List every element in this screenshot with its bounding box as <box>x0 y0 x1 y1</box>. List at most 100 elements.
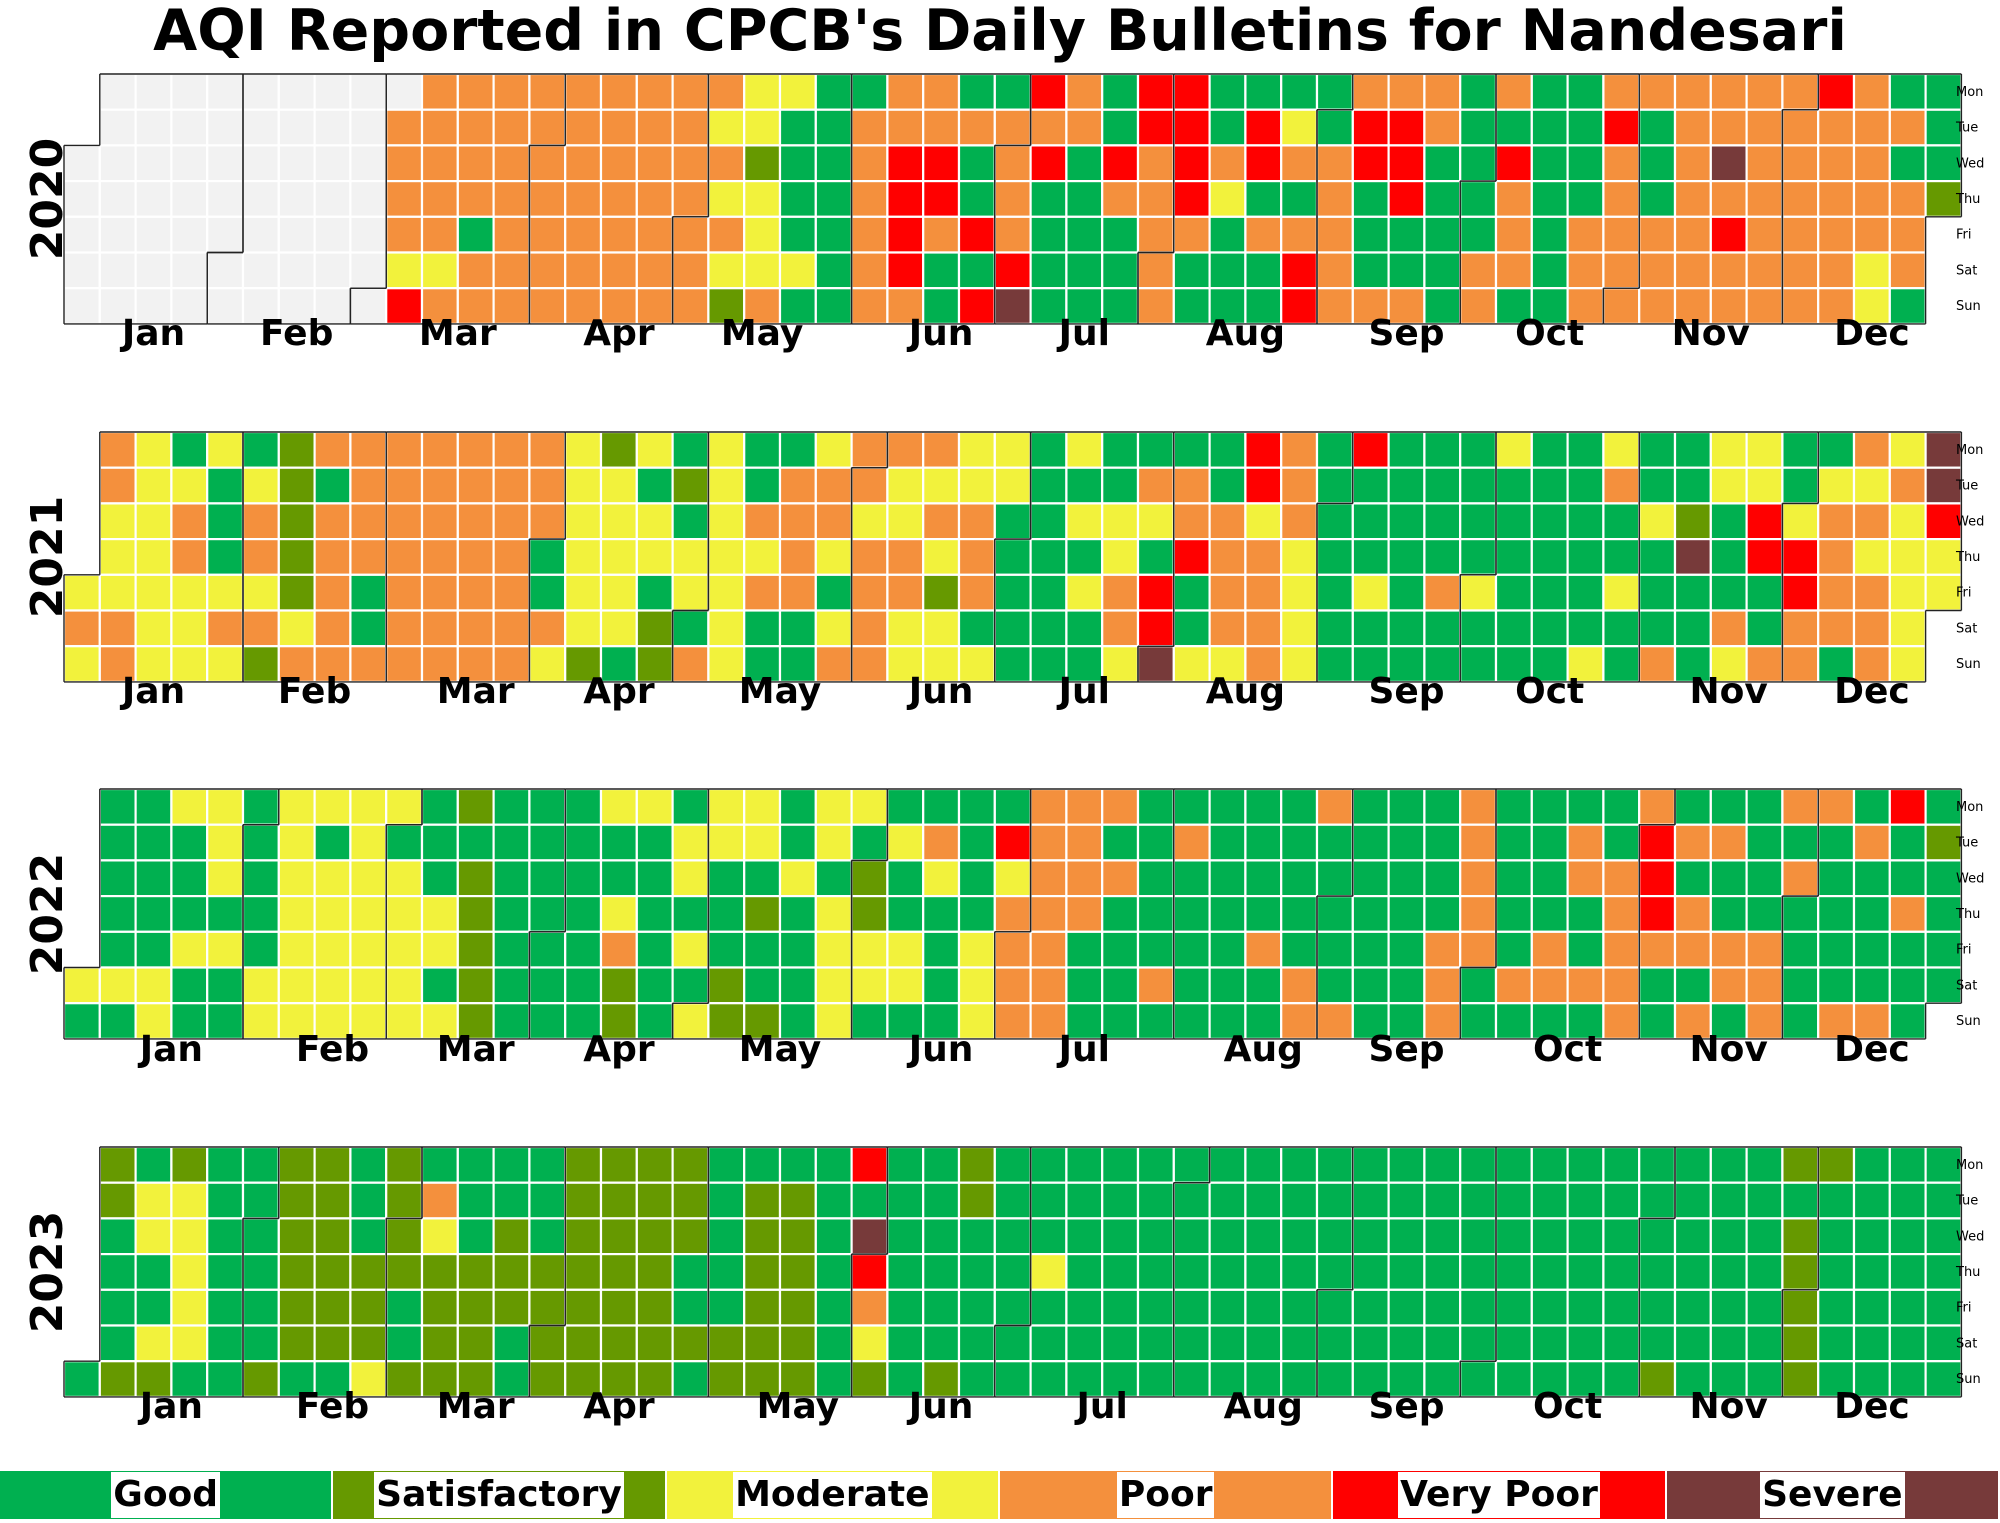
day-cell: 2022 Dec 17: Good <box>1852 966 1891 1005</box>
day-cell: 2022 Mar 10: Moderate <box>420 894 459 933</box>
day-cell: 2022 May 10: Moderate <box>743 823 782 862</box>
day-cell: 2020 Dec 4: Poor <box>1781 215 1820 254</box>
day-cell: 2020 Jan 5: No data <box>62 287 101 326</box>
day-cell: 2020 Feb 3: No data <box>241 72 280 111</box>
day-cell: 2021 Apr 22: Moderate <box>635 537 674 576</box>
day-cell: 2023 Dec 13: Good <box>1852 1217 1891 1256</box>
day-cell: 2022 Jul 30: Poor <box>1136 966 1175 1005</box>
day-cell: 2023 Jun 1: Very Poor <box>850 1252 889 1291</box>
day-cell: 2020 Oct 1: Good <box>1459 180 1498 218</box>
day-cell: 2022 Sep 24: Poor <box>1423 966 1462 1005</box>
day-cell: 2021 May 14: Poor <box>743 573 782 612</box>
day-cell: 2022 Apr 25: Good <box>671 787 710 826</box>
month-label: Jul <box>1056 1029 1110 1070</box>
day-cell: 2021 Nov 1: Good <box>1638 430 1677 469</box>
day-cell: 2021 Mar 17: Poor <box>456 502 495 541</box>
day-cell: 2023 Jul 20: Good <box>1101 1252 1140 1291</box>
day-cell: 2023 Oct 29: Good <box>1602 1360 1641 1398</box>
day-cell: 2022 Jan 2: Good <box>62 1002 101 1041</box>
day-cell: 2023 Jun 24: Good <box>957 1324 996 1363</box>
day-cell: 2022 Nov 30: Poor <box>1781 859 1820 898</box>
day-cell: 2021 Jul 10: Good <box>1029 609 1068 648</box>
day-cell: 2023 Dec 21: Good <box>1888 1252 1927 1291</box>
day-cell: 2022 Aug 8: Good <box>1208 787 1247 826</box>
day-cell: 2022 Sep 7: Good <box>1351 859 1390 898</box>
day-cell: 2021 Dec 11: Poor <box>1817 609 1856 648</box>
day-cell: 2021 Feb 28: Poor <box>349 645 388 684</box>
day-cell: 2022 Jan 29: Good <box>206 966 245 1005</box>
day-cell: 2020 Mar 25: Poor <box>492 144 531 183</box>
day-cell: 2023 Dec 17: Good <box>1852 1360 1891 1398</box>
day-cell: 2023 Sep 17: Good <box>1387 1360 1426 1398</box>
day-cell: 2021 Feb 10: Satisfactory <box>277 502 316 541</box>
day-cell: 2021 Oct 2: Good <box>1459 609 1498 648</box>
day-cell: 2022 Apr 24: Good <box>635 1002 674 1041</box>
day-cell: 2020 Apr 26: Poor <box>635 287 674 326</box>
day-cell: 2021 Jan 9: Poor <box>98 609 137 648</box>
day-cell: 2022 Aug 13: Good <box>1208 966 1247 1005</box>
day-cell: 2022 Oct 20: Good <box>1566 894 1605 933</box>
day-cell: 2020 Jan 22: No data <box>170 144 209 183</box>
day-cell: 2022 Oct 4: Good <box>1494 823 1533 862</box>
day-cell: 2022 Apr 1: Good <box>528 930 567 969</box>
day-cell: 2023 Mar 1: Satisfactory <box>385 1217 424 1256</box>
day-cell: 2021 Oct 28: Good <box>1602 537 1641 576</box>
day-cell: 2023 May 1: Good <box>707 1145 746 1184</box>
day-cell: 2020 Nov 23: Poor <box>1745 72 1784 111</box>
day-cell: 2020 May 1: Poor <box>671 215 710 254</box>
day-cell: 2023 Feb 6: Satisfactory <box>277 1145 316 1184</box>
day-cell: 2023 May 23: Good <box>814 1181 853 1220</box>
day-cell: 2021 Jul 2: Good <box>993 573 1032 612</box>
day-cell: 2020 May 8: Poor <box>707 215 746 254</box>
day-cell: 2021 Mar 20: Poor <box>456 609 495 648</box>
day-cell: 2023 May 31: Severe <box>850 1217 889 1256</box>
day-cell: 2021 Feb 19: Poor <box>313 573 352 612</box>
day-cell: 2023 Jun 9: Good <box>886 1288 925 1327</box>
day-cell: 2022 Mar 31: Good <box>528 894 567 933</box>
day-cell: 2021 Nov 30: Good <box>1781 466 1820 505</box>
day-cell: 2021 Dec 22: Moderate <box>1888 502 1927 541</box>
day-cell: 2020 May 15: Moderate <box>743 215 782 254</box>
day-cell: 2020 Mar 17: Poor <box>456 108 495 147</box>
day-cell: 2021 Jun 18: Satisfactory <box>922 573 961 612</box>
day-cell: 2020 Jun 23: Poor <box>957 108 996 147</box>
day-cell: 2023 Sep 10: Good <box>1351 1360 1390 1398</box>
day-cell: 2023 Mar 20: Good <box>492 1145 531 1184</box>
day-cell: 2020 Aug 8: Good <box>1172 251 1211 290</box>
day-cell: 2022 Jan 31: Good <box>241 787 280 826</box>
day-cell: 2023 Feb 14: Satisfactory <box>313 1181 352 1220</box>
day-cell: 2020 Mar 7: Moderate <box>385 251 424 290</box>
day-cell: 2020 May 6: Poor <box>707 144 746 183</box>
day-cell: 2023 May 19: Satisfactory <box>778 1288 817 1327</box>
day-cell: 2021 Sep 8: Good <box>1351 502 1390 541</box>
day-cell: 2020 Jul 30: Poor <box>1136 180 1175 218</box>
day-cell: 2022 Feb 9: Moderate <box>277 859 316 898</box>
day-cell: 2022 Dec 20: Good <box>1888 823 1927 862</box>
day-cell: 2023 Aug 15: Good <box>1244 1181 1283 1220</box>
day-cell: 2022 Feb 28: Moderate <box>385 787 424 826</box>
month-label: Apr <box>583 313 655 354</box>
day-cell: 2021 Oct 19: Good <box>1566 466 1605 505</box>
day-cell: 2023 Nov 22: Good <box>1745 1217 1784 1256</box>
day-cell: 2022 May 4: Good <box>707 859 746 898</box>
day-cell: 2022 Jul 11: Poor <box>1065 787 1104 826</box>
day-cell: 2022 Apr 3: Good <box>528 1002 567 1041</box>
day-cell: 2021 Jun 5: Poor <box>850 609 889 648</box>
day-cell: 2020 Oct 20: Good <box>1566 108 1605 147</box>
day-cell: 2020 Dec 7: Very Poor <box>1817 72 1856 111</box>
day-cell: 2021 Sep 7: Good <box>1351 466 1390 505</box>
day-cell: 2023 Jan 26: Good <box>206 1252 245 1291</box>
day-cell: 2020 Dec 1: Poor <box>1781 108 1820 147</box>
day-cell: 2023 Jan 1: Good <box>62 1360 101 1398</box>
day-cell: 2020 Aug 6: Very Poor <box>1172 180 1211 218</box>
day-cell: 2021 Jul 19: Good <box>1101 430 1140 469</box>
day-cell: 2023 Sep 4: Good <box>1351 1145 1390 1184</box>
day-cell: 2022 Jan 3: Good <box>98 787 137 826</box>
day-cell: 2020 Sep 29: Good <box>1459 108 1498 147</box>
day-cell: 2023 Aug 7: Good <box>1208 1145 1247 1184</box>
day-cell: 2020 May 2: Poor <box>671 251 710 290</box>
day-cell: 2020 Jul 11: Good <box>1029 251 1068 290</box>
day-cell: 2022 Jun 22: Good <box>957 859 996 898</box>
day-cell: 2023 Aug 18: Good <box>1244 1288 1283 1327</box>
day-cell: 2021 Sep 15: Good <box>1387 502 1426 541</box>
